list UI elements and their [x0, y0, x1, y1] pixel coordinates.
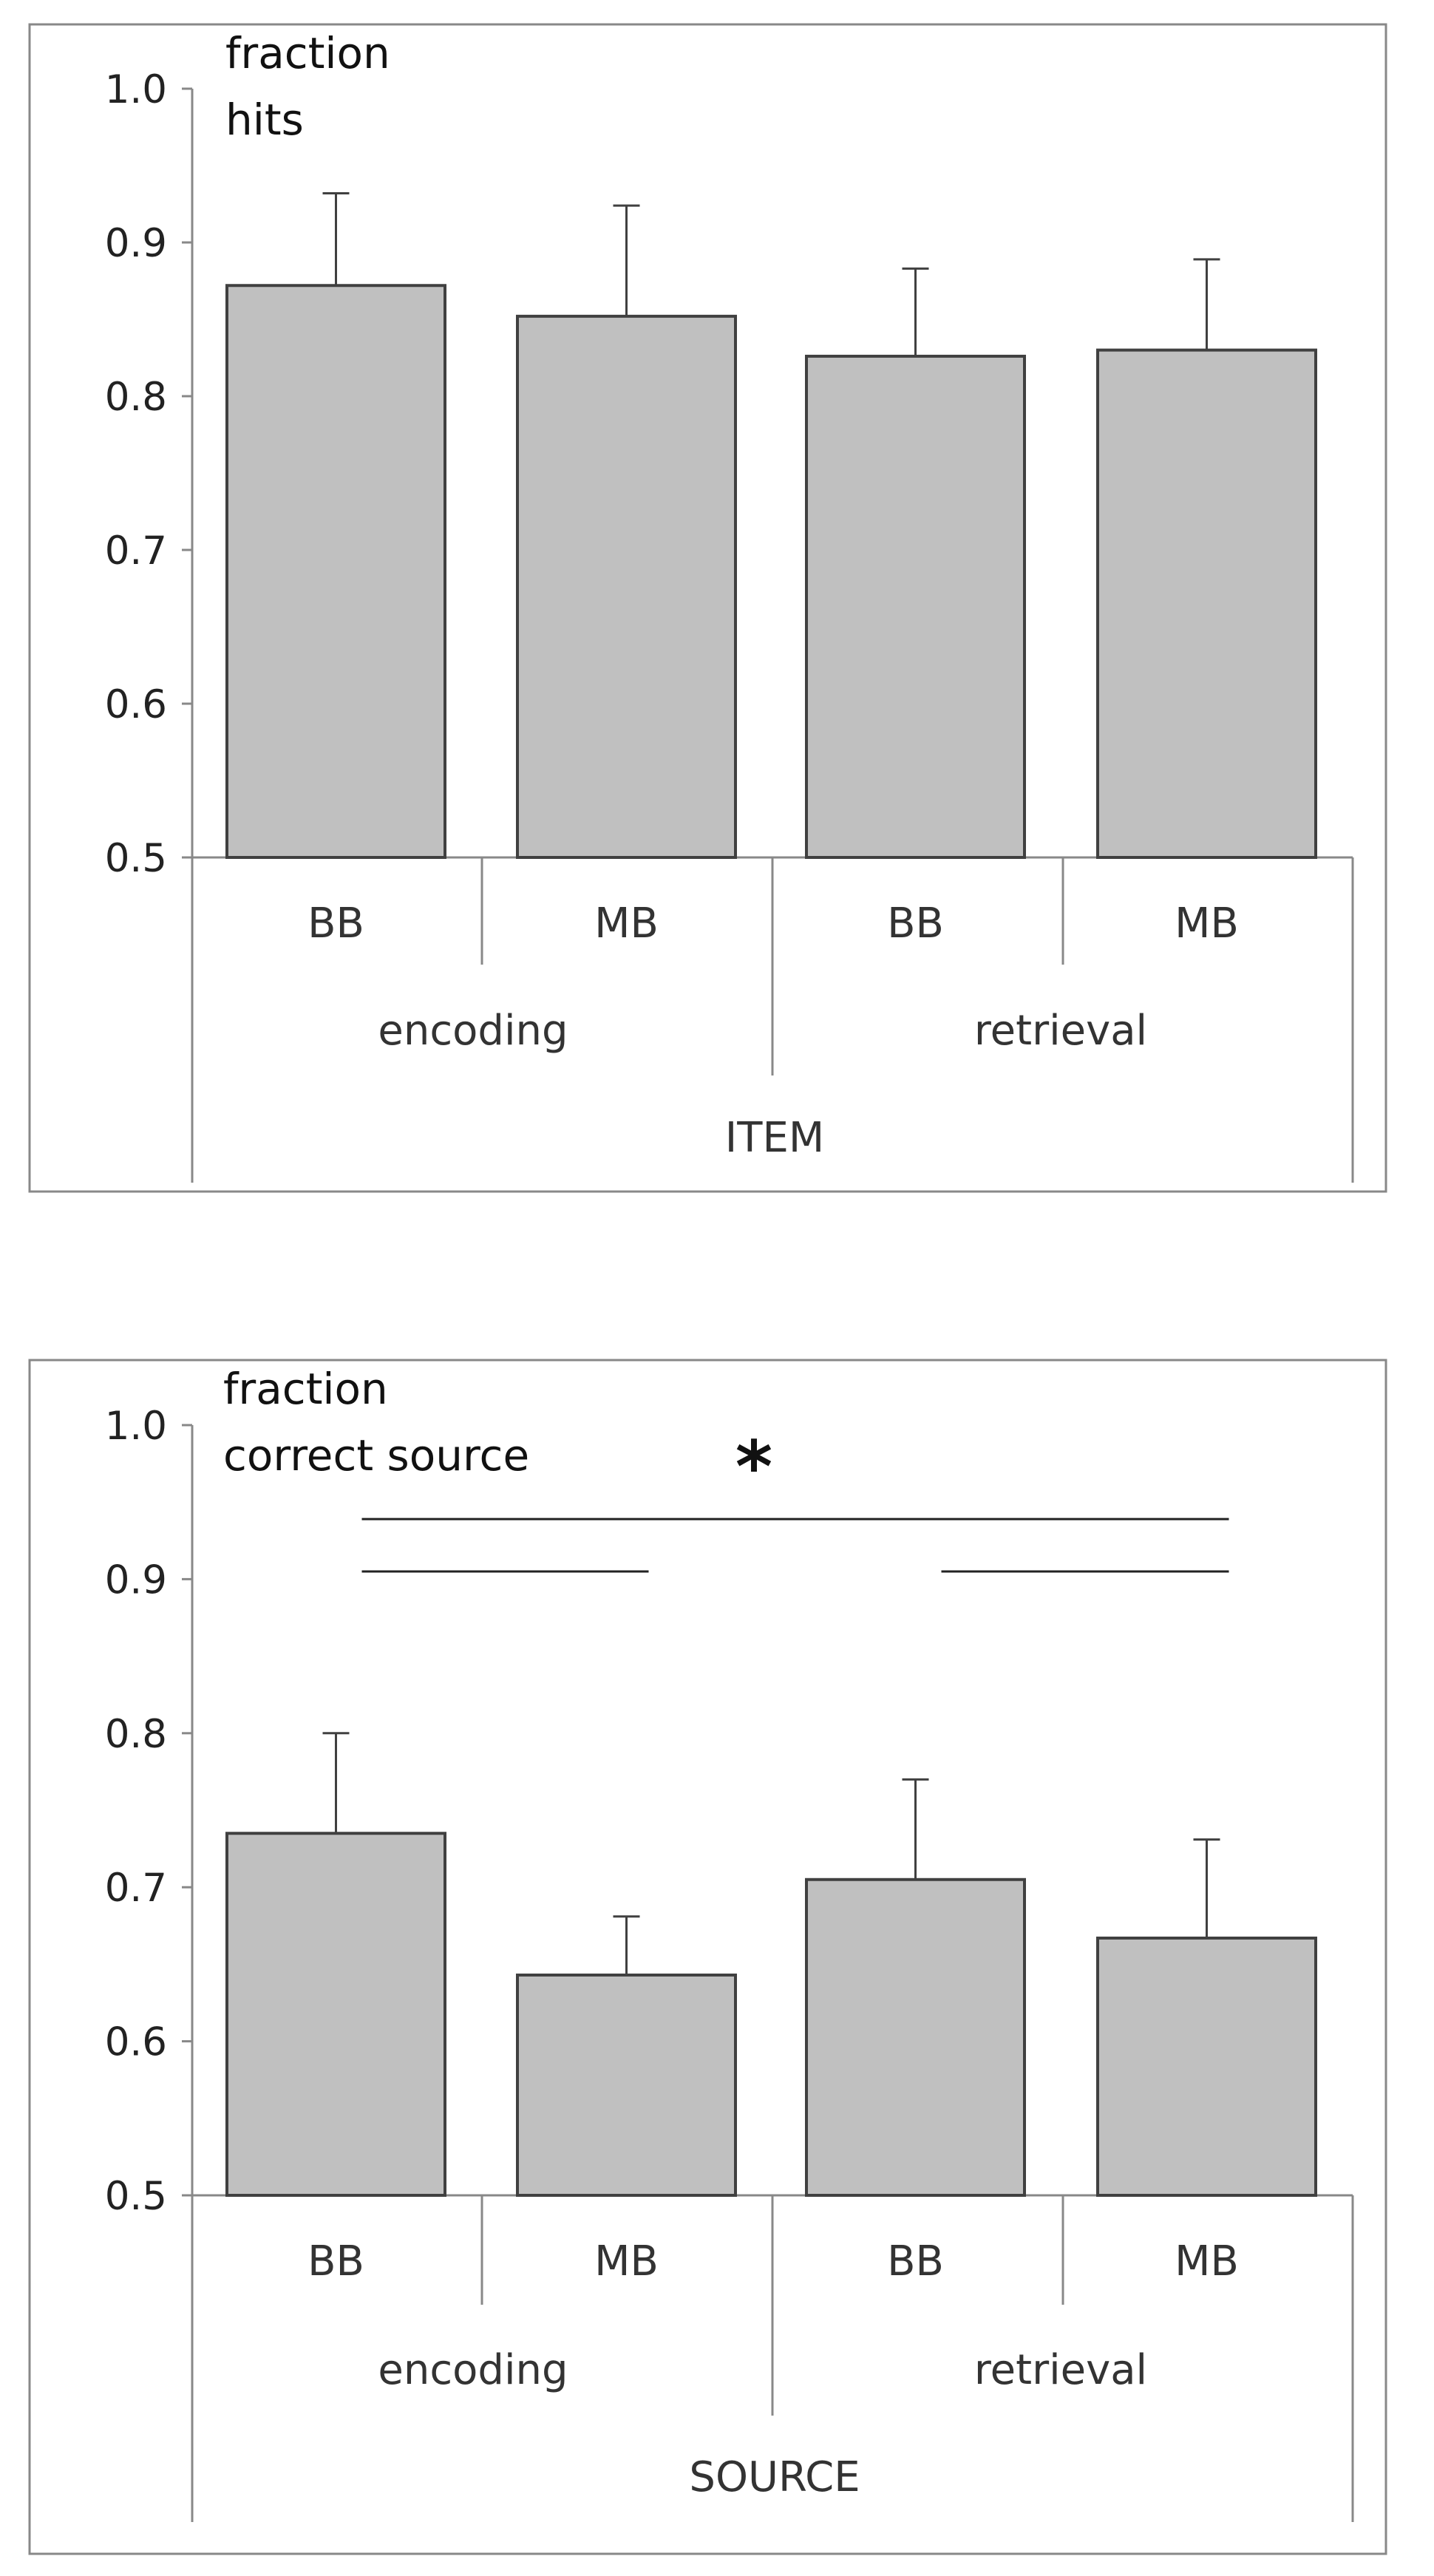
y-tick-label: 0.6: [105, 2020, 167, 2065]
x-category-label: BB: [307, 900, 364, 948]
y-tick-label: 0.8: [105, 375, 167, 420]
y-annotation: hits: [225, 95, 304, 145]
panel-label: ITEM: [725, 1114, 824, 1162]
bar: [1096, 1936, 1317, 2197]
panel-frame: [28, 1359, 1387, 2555]
item-panel: 0.5 0.6 0.7 0.8 0.9 1.0 BB MB BB MB encoding retrie…: [28, 23, 1387, 1193]
x-category-label: MB: [594, 900, 659, 948]
x-category-label: BB: [887, 900, 944, 948]
source-panel: 0.5 0.6 0.7 0.8 0.9 1.0 BB MB BB MB encoding retrie…: [28, 1359, 1387, 2555]
y-tick-label: 0.5: [105, 2174, 167, 2219]
y-tick-label: 1.0: [105, 67, 167, 112]
bar: [225, 1832, 446, 2197]
x-category-label: BB: [887, 2237, 944, 2286]
bar: [225, 284, 446, 859]
x-group-label: encoding: [378, 1007, 568, 1055]
panel-frame: [28, 23, 1387, 1193]
x-category-label: MB: [594, 2237, 659, 2286]
x-category-label: MB: [1175, 2237, 1239, 2286]
y-tick-label: 1.0: [105, 1404, 167, 1449]
x-category-label: BB: [307, 2237, 364, 2286]
bar: [805, 1877, 1026, 2198]
x-group-label: retrieval: [974, 1007, 1147, 1055]
bar: [805, 354, 1026, 860]
significance-marker: *: [735, 1426, 772, 1509]
x-group-label: retrieval: [974, 2346, 1147, 2394]
y-annotation: fraction: [223, 1364, 388, 1414]
y-tick-label: 0.7: [105, 1866, 167, 1911]
bar: [1096, 348, 1317, 860]
y-tick-label: 0.7: [105, 529, 167, 574]
bar: [516, 314, 737, 859]
x-category-label: MB: [1175, 900, 1239, 948]
y-tick-label: 0.9: [105, 1557, 167, 1603]
bar: [516, 1973, 737, 2198]
panel-label: SOURCE: [689, 2453, 860, 2501]
y-tick-label: 0.5: [105, 836, 167, 881]
x-group-label: encoding: [378, 2346, 568, 2394]
y-tick-label: 0.9: [105, 221, 167, 266]
y-annotation: fraction: [225, 28, 390, 78]
y-tick-label: 0.8: [105, 1712, 167, 1757]
y-annotation: correct source: [223, 1430, 529, 1481]
y-tick-label: 0.6: [105, 682, 167, 727]
